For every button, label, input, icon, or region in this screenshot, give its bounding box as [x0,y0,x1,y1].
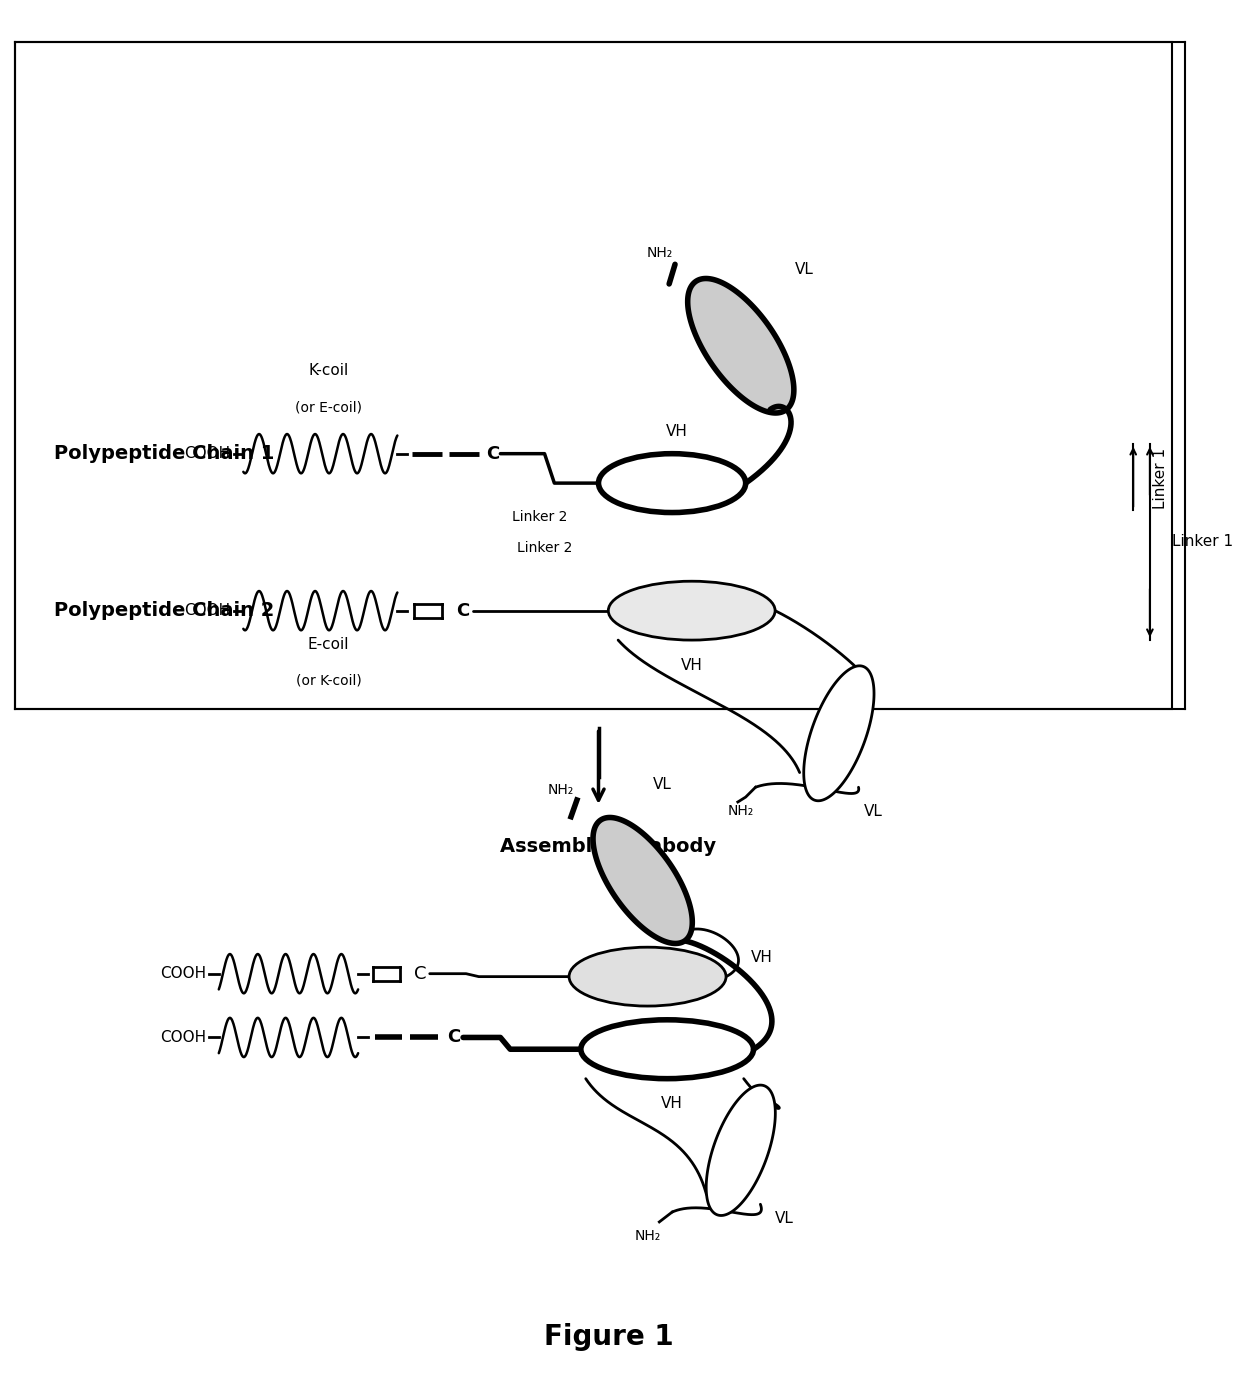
Text: VL: VL [775,1211,794,1227]
Text: E-coil: E-coil [308,637,350,652]
Ellipse shape [609,581,775,640]
Text: VL: VL [795,262,813,277]
Text: C: C [456,602,470,620]
Text: (or K-coil): (or K-coil) [296,673,362,687]
Text: VL: VL [652,778,671,792]
Text: NH₂: NH₂ [635,1228,661,1243]
Text: VL: VL [863,804,883,818]
Text: K-coil: K-coil [309,362,348,378]
Text: C: C [414,965,427,983]
Text: COOH: COOH [160,1030,206,1046]
Polygon shape [593,817,692,944]
Text: VH: VH [661,1096,683,1111]
Text: C: C [486,445,500,463]
Text: NH₂: NH₂ [548,783,574,797]
Polygon shape [707,1085,775,1216]
Text: NH₂: NH₂ [646,247,672,261]
Text: Linker 2: Linker 2 [517,541,572,555]
Text: VH: VH [681,658,703,673]
Polygon shape [804,666,874,800]
Ellipse shape [599,453,745,513]
Text: Linker 2: Linker 2 [512,510,568,524]
Text: VH: VH [750,949,773,965]
Text: (or E-coil): (or E-coil) [295,400,362,414]
Ellipse shape [580,1020,754,1079]
Text: Polypeptide Chain 1: Polypeptide Chain 1 [55,445,274,463]
Text: Linker 1: Linker 1 [1153,447,1168,509]
Text: C: C [446,1029,460,1047]
Text: Polypeptide Chain 2: Polypeptide Chain 2 [55,601,274,620]
Text: Figure 1: Figure 1 [543,1323,673,1351]
Ellipse shape [569,947,727,1006]
FancyBboxPatch shape [15,42,1173,708]
Text: VH: VH [666,424,688,439]
Text: COOH: COOH [160,966,206,981]
Text: Assembled Diabody: Assembled Diabody [500,836,717,856]
Polygon shape [688,279,794,413]
Text: NH₂: NH₂ [728,804,754,818]
Text: COOH: COOH [185,604,231,618]
Text: Linker 1: Linker 1 [1173,534,1234,549]
Text: COOH: COOH [185,446,231,461]
